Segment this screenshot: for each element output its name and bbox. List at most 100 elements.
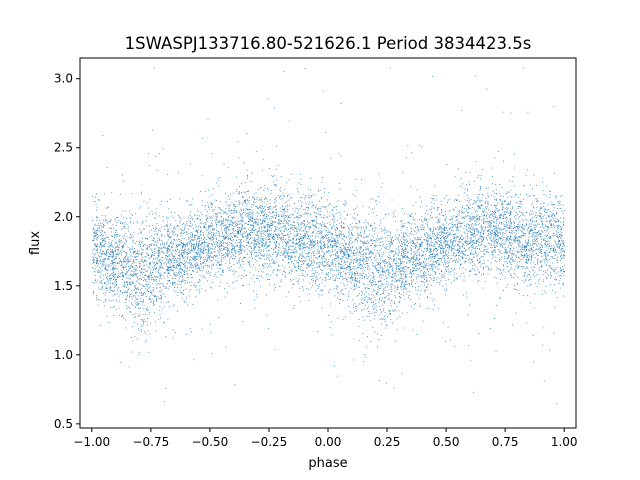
data-point xyxy=(112,267,113,269)
data-point xyxy=(403,252,405,254)
data-point xyxy=(316,253,318,255)
data-point xyxy=(465,261,466,263)
data-point xyxy=(443,248,445,249)
data-point xyxy=(159,265,161,267)
data-point xyxy=(403,257,405,259)
data-point xyxy=(370,282,372,283)
data-point xyxy=(344,272,346,274)
data-point xyxy=(246,236,248,238)
data-point xyxy=(300,214,302,216)
data-point xyxy=(183,257,185,259)
data-point xyxy=(470,234,472,236)
data-point xyxy=(212,225,214,226)
data-point xyxy=(455,207,457,208)
data-point xyxy=(128,282,130,284)
data-point xyxy=(515,289,517,290)
data-point xyxy=(406,229,408,231)
data-point xyxy=(511,229,512,231)
data-point xyxy=(106,316,108,318)
data-point xyxy=(495,256,497,258)
data-point xyxy=(509,247,511,249)
data-point xyxy=(316,216,318,218)
data-point xyxy=(499,260,500,262)
data-point xyxy=(460,226,462,228)
data-point xyxy=(510,247,512,249)
data-point xyxy=(343,267,344,269)
data-point xyxy=(341,221,342,223)
data-point xyxy=(342,248,344,250)
data-point xyxy=(187,261,189,263)
data-point xyxy=(456,259,457,261)
data-point xyxy=(366,248,368,249)
data-point xyxy=(531,218,533,220)
data-point xyxy=(526,295,528,297)
data-point xyxy=(190,240,191,242)
data-point xyxy=(505,216,507,218)
data-point xyxy=(222,235,224,237)
data-point xyxy=(559,230,561,232)
data-point xyxy=(339,277,340,279)
data-point xyxy=(182,250,184,252)
data-point xyxy=(112,250,114,252)
data-point xyxy=(101,280,103,282)
data-point xyxy=(507,245,509,246)
data-point xyxy=(135,299,137,301)
data-point xyxy=(196,234,197,236)
data-point xyxy=(111,255,113,257)
data-point xyxy=(193,256,195,258)
data-point xyxy=(109,245,111,247)
data-point xyxy=(423,226,425,228)
data-point xyxy=(214,220,216,221)
data-point xyxy=(556,218,558,220)
data-point xyxy=(275,252,277,253)
data-point xyxy=(328,315,330,317)
data-point xyxy=(198,243,200,245)
data-point xyxy=(115,258,116,260)
data-point xyxy=(425,308,427,310)
data-point xyxy=(344,218,346,220)
data-point xyxy=(189,328,191,330)
data-point xyxy=(185,244,187,246)
data-point xyxy=(557,208,558,210)
data-point xyxy=(352,193,354,195)
data-point xyxy=(125,261,127,263)
data-point xyxy=(288,249,290,251)
data-point xyxy=(260,254,262,256)
data-point xyxy=(279,227,281,229)
data-point xyxy=(371,225,373,226)
data-point xyxy=(291,260,293,262)
data-point xyxy=(181,256,183,257)
data-point xyxy=(351,256,353,258)
data-point xyxy=(198,279,200,280)
data-point xyxy=(155,248,157,250)
data-point xyxy=(103,226,105,228)
data-point xyxy=(130,213,132,215)
data-point xyxy=(242,285,244,286)
data-point xyxy=(96,296,97,298)
data-point xyxy=(135,297,137,299)
data-point xyxy=(327,271,329,273)
data-point xyxy=(101,226,103,228)
data-point xyxy=(459,225,461,227)
data-point xyxy=(213,251,215,253)
data-point xyxy=(374,315,376,316)
data-point xyxy=(398,249,399,251)
data-point xyxy=(221,236,223,238)
data-point xyxy=(471,261,473,263)
data-point xyxy=(473,254,475,255)
data-point xyxy=(209,324,211,325)
data-point xyxy=(382,260,384,262)
data-point xyxy=(419,263,421,265)
data-point xyxy=(119,290,121,291)
data-point xyxy=(401,243,403,245)
data-point xyxy=(411,230,412,232)
data-point xyxy=(230,269,231,271)
data-point xyxy=(301,258,302,260)
data-point xyxy=(212,257,214,258)
data-point xyxy=(337,212,339,214)
data-point xyxy=(453,251,455,253)
data-point xyxy=(382,270,383,272)
data-point xyxy=(349,280,351,282)
data-point xyxy=(410,271,412,273)
data-point xyxy=(99,259,101,261)
